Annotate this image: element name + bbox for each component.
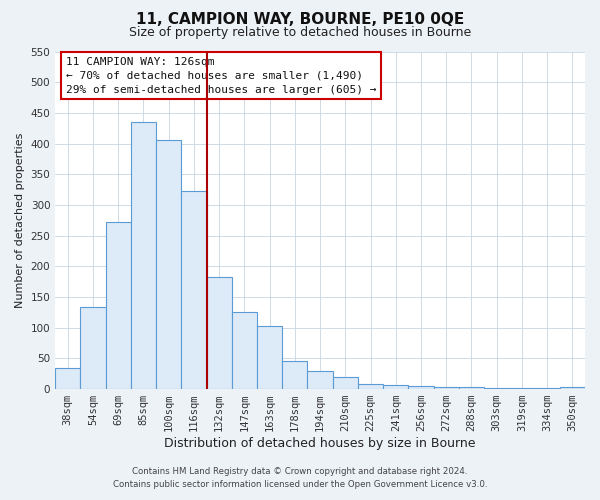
Bar xyxy=(434,386,459,389)
Bar xyxy=(131,122,156,389)
Bar xyxy=(459,387,484,389)
Bar xyxy=(409,386,434,389)
Bar xyxy=(80,308,106,389)
Bar xyxy=(156,140,181,389)
Bar xyxy=(307,370,332,389)
Bar xyxy=(358,384,383,389)
Y-axis label: Number of detached properties: Number of detached properties xyxy=(15,132,25,308)
Text: Size of property relative to detached houses in Bourne: Size of property relative to detached ho… xyxy=(129,26,471,39)
Text: 11 CAMPION WAY: 126sqm
← 70% of detached houses are smaller (1,490)
29% of semi-: 11 CAMPION WAY: 126sqm ← 70% of detached… xyxy=(66,56,376,94)
Bar xyxy=(383,385,409,389)
X-axis label: Distribution of detached houses by size in Bourne: Distribution of detached houses by size … xyxy=(164,437,476,450)
Bar xyxy=(55,368,80,389)
Bar xyxy=(257,326,282,389)
Bar xyxy=(509,388,535,389)
Bar xyxy=(535,388,560,389)
Bar xyxy=(332,377,358,389)
Bar xyxy=(181,191,206,389)
Bar xyxy=(484,388,509,389)
Text: 11, CAMPION WAY, BOURNE, PE10 0QE: 11, CAMPION WAY, BOURNE, PE10 0QE xyxy=(136,12,464,28)
Bar xyxy=(232,312,257,389)
Bar xyxy=(106,222,131,389)
Bar xyxy=(560,386,585,389)
Text: Contains HM Land Registry data © Crown copyright and database right 2024.
Contai: Contains HM Land Registry data © Crown c… xyxy=(113,468,487,489)
Bar xyxy=(206,277,232,389)
Bar xyxy=(282,361,307,389)
